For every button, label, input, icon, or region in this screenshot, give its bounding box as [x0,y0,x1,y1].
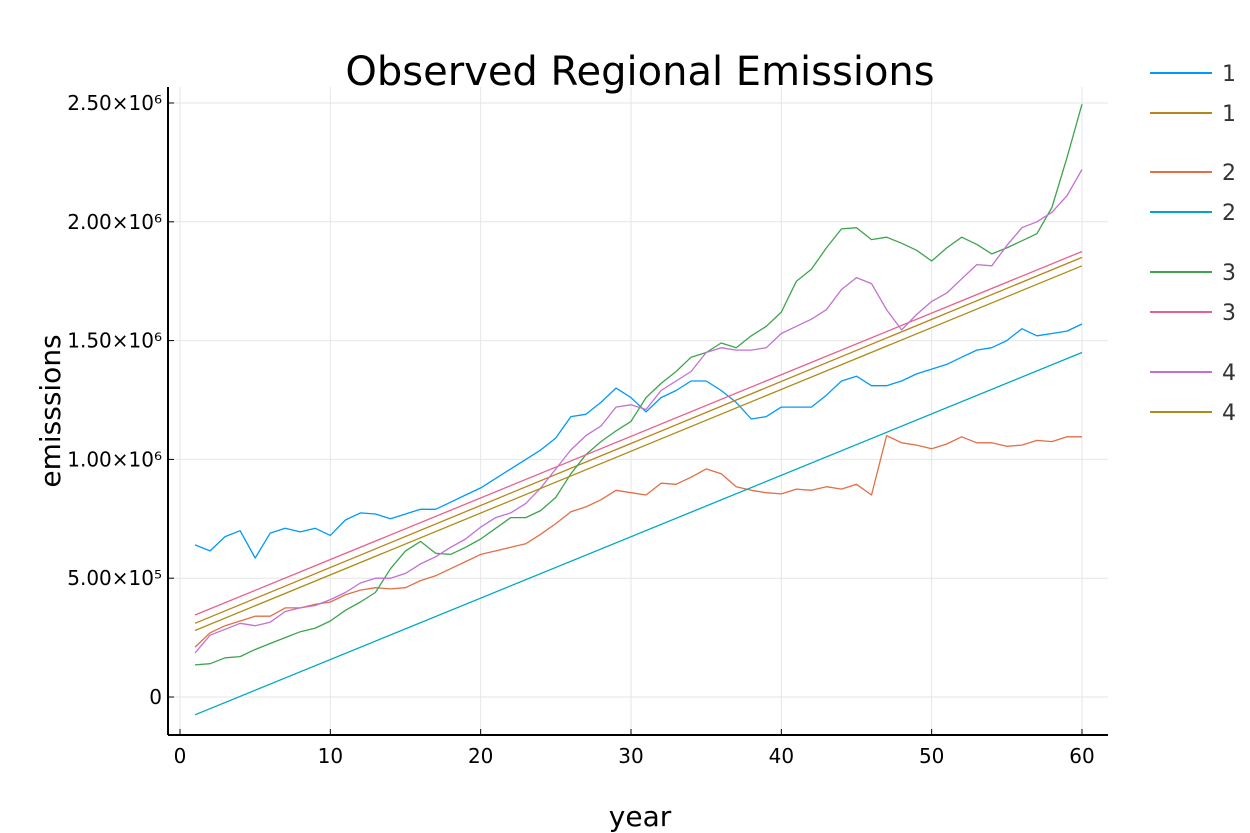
axes [167,87,1108,736]
series-line-5 [194,104,1083,666]
y-tick-label: 2.50×10⁶ [67,91,162,115]
legend-label: 1 [1222,62,1236,87]
x-tick-label: 10 [318,744,343,768]
chart-title: Observed Regional Emissions [345,49,934,95]
x-tick-label: 0 [174,744,187,768]
tick-labels: 0 10 20 30 40 50 60 0 5.00×10⁵ 1.00×10⁶ 1.50×10⁶ 2.… [67,91,1094,768]
legend-label: 1 [1222,102,1236,127]
legend-label: 4 [1222,401,1236,426]
y-tick-label: 1.00×10⁶ [67,447,162,471]
series-line-7 [194,169,1083,654]
series-line-8 [194,265,1083,632]
x-axis-title: year [609,800,672,833]
y-tick-label: 5.00×10⁵ [67,566,162,590]
legend-label: 3 [1222,261,1236,286]
series-line-4 [194,351,1083,716]
series-lines [194,104,1083,716]
series-line-6 [194,250,1083,616]
x-tick-label: 40 [769,744,794,768]
x-tick-label: 30 [618,744,643,768]
grid-lines [168,87,1108,735]
x-tick-label: 50 [919,744,944,768]
series-line-2 [194,256,1083,624]
series-line-1 [194,323,1083,559]
x-tick-label: 60 [1069,744,1094,768]
y-tick-label: 0 [149,685,162,709]
legend-label: 4 [1222,361,1236,386]
legend-label: 3 [1222,301,1236,326]
y-tick-label: 1.50×10⁶ [67,329,162,353]
x-tick-label: 20 [468,744,493,768]
y-tick-label: 2.00×10⁶ [67,210,162,234]
legend-label: 2 [1222,161,1236,186]
legend: 1 1 2 2 3 3 4 4 [1150,62,1236,426]
y-axis-title: emisssions [34,334,67,487]
legend-label: 2 [1222,201,1236,226]
series-line-3 [194,434,1082,648]
